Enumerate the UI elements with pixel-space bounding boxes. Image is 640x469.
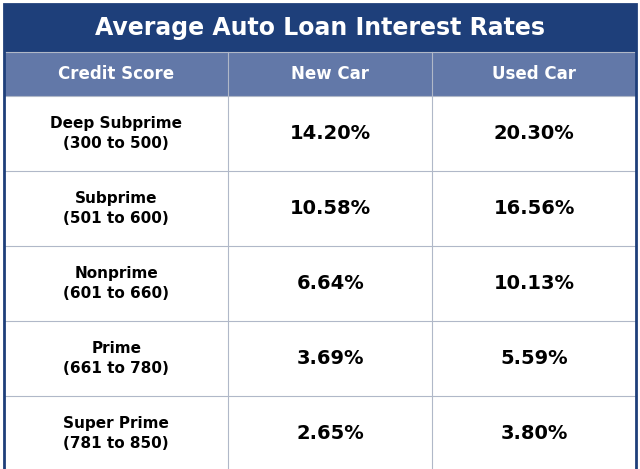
Bar [4,4,636,52]
Text: 3.80%: 3.80% [500,424,568,443]
Text: Subprime
(501 to 600): Subprime (501 to 600) [63,191,169,226]
Bar [228,246,433,321]
Text: 5.59%: 5.59% [500,349,568,368]
Bar [433,96,636,171]
Bar [4,246,228,321]
Text: 10.13%: 10.13% [493,274,575,293]
Bar [433,171,636,246]
Bar [228,171,433,246]
Text: 10.58%: 10.58% [290,199,371,218]
Text: Prime
(661 to 780): Prime (661 to 780) [63,341,169,376]
Text: Average Auto Loan Interest Rates: Average Auto Loan Interest Rates [95,16,545,40]
Text: 20.30%: 20.30% [494,124,575,143]
Text: 3.69%: 3.69% [297,349,364,368]
Text: Deep Subprime
(300 to 500): Deep Subprime (300 to 500) [50,116,182,151]
Text: New Car: New Car [291,65,369,83]
Bar [433,321,636,396]
Bar [433,246,636,321]
Bar [228,52,433,96]
Text: Credit Score: Credit Score [58,65,174,83]
Bar [4,96,228,171]
Bar [433,396,636,469]
Text: 2.65%: 2.65% [296,424,364,443]
Bar [4,52,228,96]
Bar [228,321,433,396]
Text: Used Car: Used Car [492,65,576,83]
Bar [433,52,636,96]
Text: 14.20%: 14.20% [290,124,371,143]
Text: Super Prime
(781 to 850): Super Prime (781 to 850) [63,416,169,451]
Text: Nonprime
(601 to 660): Nonprime (601 to 660) [63,266,169,301]
Text: 16.56%: 16.56% [493,199,575,218]
Bar [4,321,228,396]
Bar [228,96,433,171]
Bar [228,396,433,469]
Bar [4,171,228,246]
Bar [4,396,228,469]
Text: 6.64%: 6.64% [296,274,364,293]
